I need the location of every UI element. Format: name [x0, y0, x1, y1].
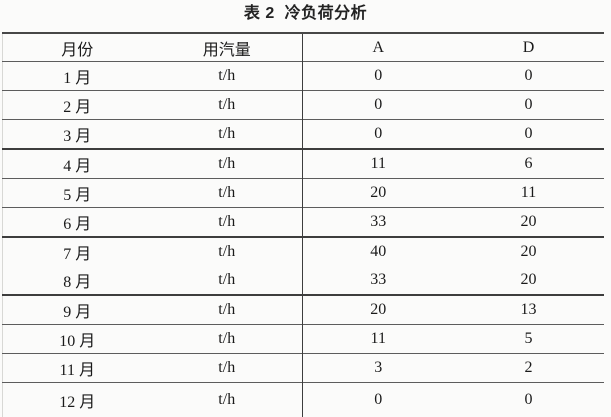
month-cell: 3 月: [3, 120, 152, 150]
unit-cell: t/h: [152, 325, 303, 354]
a-value-cell: 0: [303, 91, 454, 120]
d-value-cell: 2: [454, 354, 604, 383]
month-cell: 9 月: [3, 295, 152, 325]
d-value-cell: 20: [454, 208, 604, 238]
d-value-cell: 5: [454, 325, 604, 354]
d-value-cell: 0: [454, 120, 604, 150]
d-value-cell: 13: [454, 295, 604, 325]
table-caption: 表 2 冷负荷分析: [0, 0, 611, 32]
unit-cell: t/h: [152, 179, 303, 208]
unit-cell: t/h: [152, 120, 303, 150]
month-cell: 7 月: [3, 237, 152, 266]
a-value-cell: 11: [303, 149, 454, 179]
unit-cell: t/h: [152, 237, 303, 266]
table-row-jun: 6 月 t/h 33 20: [3, 208, 604, 238]
table-row-nov: 11 月 t/h 3 2: [3, 354, 604, 383]
table-row-aug: 8 月 t/h 33 20: [3, 266, 604, 295]
a-value-cell: 33: [303, 208, 454, 238]
a-value-cell: 3: [303, 354, 454, 383]
month-cell: 1 月: [3, 62, 152, 91]
d-value-cell: 0: [454, 91, 604, 120]
table-row-dec: 12 月 t/h 0 0: [3, 383, 604, 417]
table-row-jan: 1 月 t/h 0 0: [3, 62, 604, 91]
cold-load-table: 月份 用汽量 A D 1 月 t/h 0 0 2 月 t/h 0 0 3 月 t…: [2, 32, 604, 417]
table-row-sep: 9 月 t/h 20 13: [3, 295, 604, 325]
column-header-steam-usage: 用汽量: [152, 33, 303, 62]
unit-cell: t/h: [152, 91, 303, 120]
table-row-oct: 10 月 t/h 11 5: [3, 325, 604, 354]
month-cell: 11 月: [3, 354, 152, 383]
d-value-cell: 11: [454, 179, 604, 208]
unit-cell: t/h: [152, 383, 303, 417]
unit-cell: t/h: [152, 295, 303, 325]
month-cell: 4 月: [3, 149, 152, 179]
unit-cell: t/h: [152, 208, 303, 238]
a-value-cell: 40: [303, 237, 454, 266]
month-cell: 6 月: [3, 208, 152, 238]
column-header-month: 月份: [3, 33, 152, 62]
unit-cell: t/h: [152, 266, 303, 295]
d-value-cell: 20: [454, 266, 604, 295]
a-value-cell: 20: [303, 179, 454, 208]
table-row-jul: 7 月 t/h 40 20: [3, 237, 604, 266]
a-value-cell: 0: [303, 62, 454, 91]
column-header-d: D: [454, 33, 604, 62]
d-value-cell: 0: [454, 62, 604, 91]
unit-cell: t/h: [152, 354, 303, 383]
a-value-cell: 20: [303, 295, 454, 325]
month-cell: 5 月: [3, 179, 152, 208]
column-header-a: A: [303, 33, 454, 62]
a-value-cell: 0: [303, 383, 454, 417]
table-row-may: 5 月 t/h 20 11: [3, 179, 604, 208]
unit-cell: t/h: [152, 62, 303, 91]
header-row: 月份 用汽量 A D: [3, 33, 604, 62]
unit-cell: t/h: [152, 149, 303, 179]
month-cell: 8 月: [3, 266, 152, 295]
a-value-cell: 11: [303, 325, 454, 354]
a-value-cell: 33: [303, 266, 454, 295]
d-value-cell: 0: [454, 383, 604, 417]
d-value-cell: 6: [454, 149, 604, 179]
table-row-apr: 4 月 t/h 11 6: [3, 149, 604, 179]
table-row-mar: 3 月 t/h 0 0: [3, 120, 604, 150]
d-value-cell: 20: [454, 237, 604, 266]
table-row-feb: 2 月 t/h 0 0: [3, 91, 604, 120]
month-cell: 12 月: [3, 383, 152, 417]
month-cell: 2 月: [3, 91, 152, 120]
month-cell: 10 月: [3, 325, 152, 354]
a-value-cell: 0: [303, 120, 454, 150]
